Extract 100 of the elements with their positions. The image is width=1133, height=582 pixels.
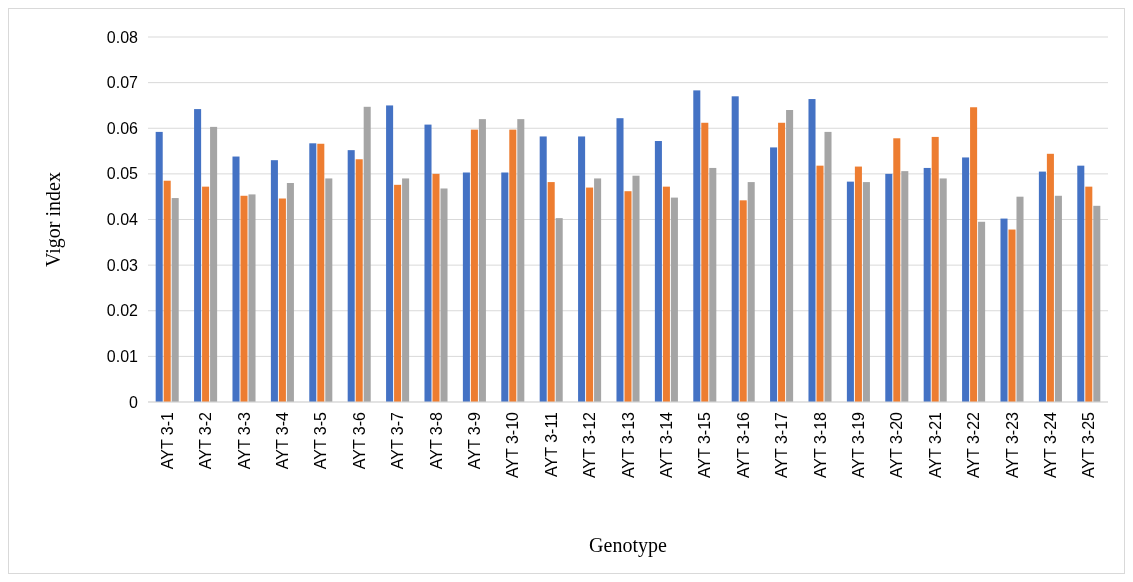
y-tick-label: 0 xyxy=(129,393,139,411)
y-tick-label: 0.03 xyxy=(106,256,139,274)
bar xyxy=(701,122,709,402)
x-tick-label: AYT 3-21 xyxy=(926,411,944,479)
bar xyxy=(854,166,862,402)
x-tick-label: AYT 3-19 xyxy=(850,411,867,479)
bar xyxy=(462,172,470,402)
bar xyxy=(478,119,486,402)
bar xyxy=(962,157,970,402)
bar xyxy=(816,165,824,402)
bar xyxy=(893,138,901,402)
bar xyxy=(278,198,286,402)
bar xyxy=(693,90,701,402)
bar xyxy=(248,194,256,402)
y-axis-title: Vigor index xyxy=(42,172,65,267)
bar xyxy=(662,186,670,402)
bar xyxy=(509,129,517,402)
bar xyxy=(386,105,394,402)
x-tick-label: AYT 3-7 xyxy=(389,411,407,470)
bar xyxy=(432,173,440,402)
bar xyxy=(517,119,525,402)
bar xyxy=(931,136,939,402)
bar xyxy=(978,221,986,402)
bar xyxy=(586,187,594,402)
bar xyxy=(939,178,947,402)
bar xyxy=(194,109,202,402)
x-tick-label: AYT 3-12 xyxy=(581,411,599,479)
bar xyxy=(770,147,778,402)
bar xyxy=(347,150,355,402)
bar xyxy=(232,156,240,402)
bar xyxy=(555,218,563,402)
y-tick-label: 0.08 xyxy=(106,28,139,46)
x-tick-label: AYT 3-9 xyxy=(466,411,483,470)
bar xyxy=(547,182,555,402)
x-tick-label: AYT 3-5 xyxy=(312,411,330,470)
x-tick-label: AYT 3-11 xyxy=(542,411,560,477)
bar xyxy=(394,184,402,402)
bar xyxy=(594,178,602,402)
x-tick-label: AYT 3-23 xyxy=(1003,411,1021,479)
bar xyxy=(923,167,931,402)
bar xyxy=(1085,186,1093,402)
bar xyxy=(846,181,854,402)
bar xyxy=(202,186,210,402)
bar xyxy=(325,178,333,402)
bar xyxy=(1038,171,1046,402)
bar xyxy=(654,141,662,402)
x-tick-label: AYT 3-24 xyxy=(1042,411,1059,479)
bar xyxy=(470,129,478,402)
bar xyxy=(355,159,363,402)
bar xyxy=(309,143,317,402)
x-tick-label: AYT 3-16 xyxy=(734,411,752,479)
bar xyxy=(970,107,978,402)
bar xyxy=(709,167,717,402)
x-tick-label: AYT 3-1 xyxy=(158,411,176,470)
bar xyxy=(824,131,832,402)
bar xyxy=(402,178,410,402)
y-tick-label: 0.01 xyxy=(106,347,139,365)
bar xyxy=(632,175,640,402)
bar xyxy=(1016,196,1024,402)
x-tick-label: AYT 3-10 xyxy=(504,411,522,479)
x-tick-label: AYT 3-18 xyxy=(811,411,829,479)
bar xyxy=(731,96,739,402)
bar xyxy=(1054,195,1062,402)
x-tick-label: AYT 3-17 xyxy=(773,411,791,479)
x-tick-label: AYT 3-15 xyxy=(696,411,714,479)
bar xyxy=(163,180,171,402)
bar xyxy=(786,110,794,402)
bar xyxy=(171,198,179,402)
y-tick-label: 0.05 xyxy=(106,165,139,183)
x-tick-label: AYT 3-3 xyxy=(235,411,253,470)
bar xyxy=(778,122,786,402)
bar xyxy=(440,188,448,402)
bar xyxy=(616,118,624,402)
bar xyxy=(539,136,547,402)
bar xyxy=(1093,205,1101,402)
y-tick-label: 0.07 xyxy=(106,74,139,92)
bar xyxy=(1008,229,1016,402)
bar xyxy=(901,171,909,402)
bar xyxy=(240,195,248,402)
bar xyxy=(155,131,163,402)
x-tick-label: AYT 3-22 xyxy=(965,411,983,479)
bar xyxy=(363,106,371,402)
bar xyxy=(739,200,747,402)
bar xyxy=(670,197,678,402)
bar xyxy=(210,126,218,402)
bar xyxy=(424,124,432,402)
y-tick-label: 0.06 xyxy=(106,119,139,137)
x-tick-label: AYT 3-25 xyxy=(1080,411,1098,479)
bar xyxy=(501,172,509,402)
bar xyxy=(885,173,893,402)
bar xyxy=(808,99,816,402)
x-tick-label: AYT 3-2 xyxy=(197,411,215,470)
x-tick-label: AYT 3-13 xyxy=(619,411,637,479)
bar xyxy=(1000,218,1008,402)
bar xyxy=(1046,153,1054,402)
bar xyxy=(1077,165,1085,402)
y-tick-label: 0.04 xyxy=(106,211,139,229)
x-tick-label: AYT 3-14 xyxy=(658,411,675,479)
bar xyxy=(624,191,632,402)
x-tick-label: AYT 3-4 xyxy=(274,411,291,470)
